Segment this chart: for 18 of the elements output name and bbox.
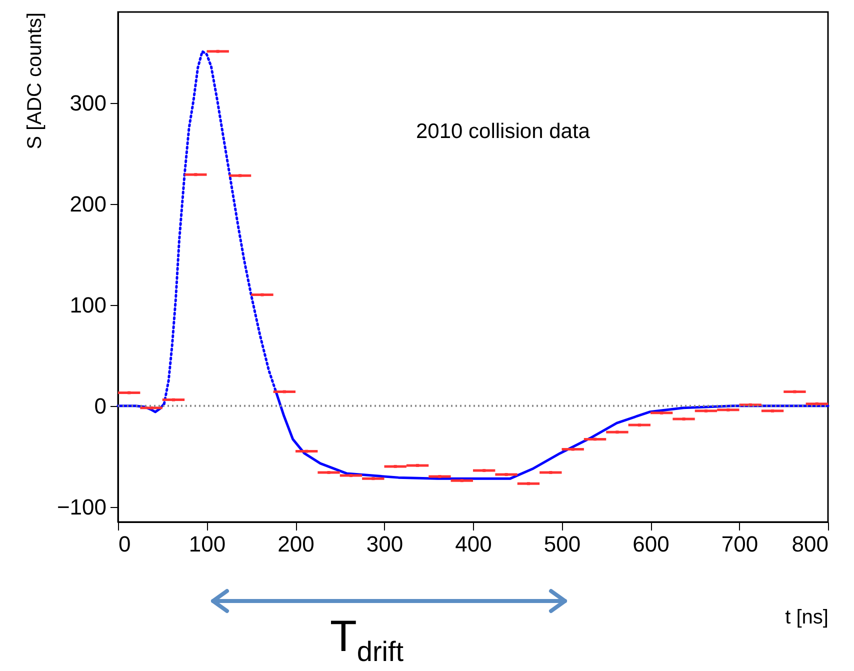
- y-tick-label: 0: [94, 393, 106, 418]
- y-axis-title: S [ADC counts]: [24, 12, 46, 150]
- x-tick-label: 700: [721, 532, 758, 556]
- x-tick-label: 100: [188, 532, 226, 556]
- y-tick-label: −100: [56, 494, 106, 520]
- x-axis-title: t [ns]: [785, 606, 828, 628]
- y-tick-label: 200: [70, 191, 106, 216]
- annotation: 2010 collision data: [416, 120, 590, 143]
- x-tick-label: 300: [366, 532, 404, 556]
- x-tick-label: 600: [632, 532, 670, 556]
- x-tick-label: 200: [278, 532, 314, 556]
- y-tick-label: 100: [70, 292, 106, 318]
- x-tick-label: 0: [118, 532, 131, 556]
- x-tick-label: 400: [455, 532, 492, 556]
- y-tick-label: 300: [70, 90, 106, 116]
- x-tick-label: 800: [792, 532, 828, 556]
- x-tick-label: 500: [544, 532, 581, 556]
- text: T$_{drift}$: [330, 612, 404, 669]
